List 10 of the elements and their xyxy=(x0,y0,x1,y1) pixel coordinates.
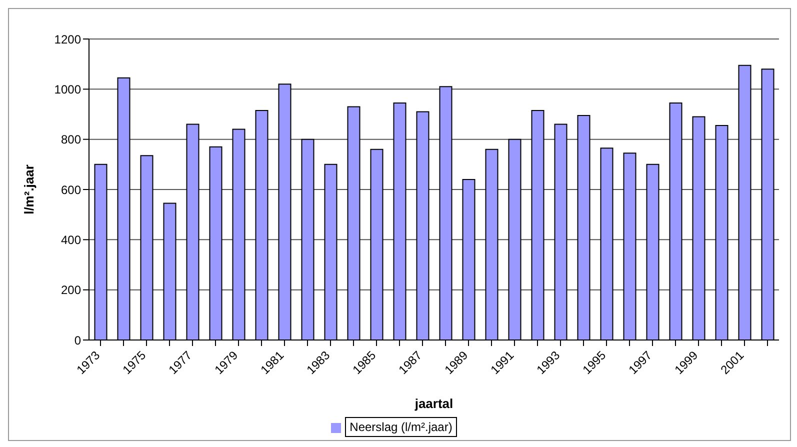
y-tick-label: 1000 xyxy=(54,82,82,96)
y-tick-label: 400 xyxy=(60,232,82,247)
x-axis-title: jaartal xyxy=(414,396,454,411)
y-axis-title: l/m².jaar xyxy=(22,164,37,214)
legend-label: Neerslag (l/m².jaar) xyxy=(344,417,458,437)
y-tick-label: 800 xyxy=(60,132,82,147)
y-tick-label: 0 xyxy=(74,333,82,348)
y-tick-label: 600 xyxy=(60,182,82,197)
y-tick-label: 200 xyxy=(60,283,82,298)
y-tick-label: 1200 xyxy=(54,32,82,46)
